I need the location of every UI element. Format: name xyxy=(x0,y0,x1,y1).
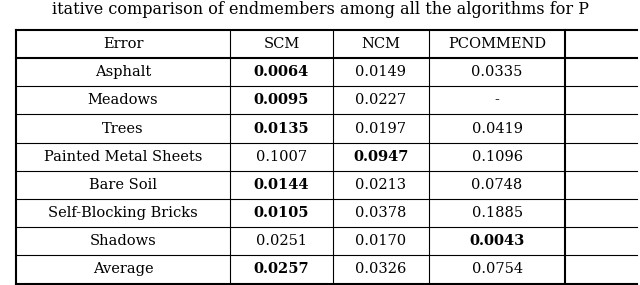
Text: PCOMMEND: PCOMMEND xyxy=(448,37,546,51)
Text: NCM: NCM xyxy=(361,37,400,51)
Text: 0.0144: 0.0144 xyxy=(253,178,309,192)
Text: 0.0043: 0.0043 xyxy=(470,234,525,248)
Text: 0.1096: 0.1096 xyxy=(472,150,523,164)
Text: 0.0748: 0.0748 xyxy=(472,178,523,192)
Text: 0.0335: 0.0335 xyxy=(472,65,523,79)
Text: 0.0149: 0.0149 xyxy=(355,65,406,79)
Text: Average: Average xyxy=(93,262,154,276)
Text: 0.0227: 0.0227 xyxy=(355,93,406,107)
Text: 0.1007: 0.1007 xyxy=(256,150,307,164)
Text: 0.0105: 0.0105 xyxy=(253,206,309,220)
Text: -: - xyxy=(495,93,500,107)
Text: itative comparison of endmembers among all the algorithms for P: itative comparison of endmembers among a… xyxy=(51,1,589,19)
Text: SCM: SCM xyxy=(263,37,300,51)
Text: 0.0213: 0.0213 xyxy=(355,178,406,192)
Text: Asphalt: Asphalt xyxy=(95,65,151,79)
Text: 0.0095: 0.0095 xyxy=(253,93,309,107)
Text: Error: Error xyxy=(103,37,143,51)
Text: 0.0754: 0.0754 xyxy=(472,262,523,276)
Text: 0.0378: 0.0378 xyxy=(355,206,406,220)
Text: Trees: Trees xyxy=(102,122,144,136)
Text: 0.0135: 0.0135 xyxy=(253,122,309,136)
Text: 0.0197: 0.0197 xyxy=(355,122,406,136)
Text: 0.0170: 0.0170 xyxy=(355,234,406,248)
Text: 0.0326: 0.0326 xyxy=(355,262,406,276)
Text: 0.0257: 0.0257 xyxy=(253,262,309,276)
Text: 0.0947: 0.0947 xyxy=(353,150,408,164)
Text: 0.0419: 0.0419 xyxy=(472,122,523,136)
Text: 0.1885: 0.1885 xyxy=(472,206,523,220)
Text: Bare Soil: Bare Soil xyxy=(89,178,157,192)
Text: Painted Metal Sheets: Painted Metal Sheets xyxy=(44,150,202,164)
Text: Meadows: Meadows xyxy=(88,93,159,107)
Text: Self-Blocking Bricks: Self-Blocking Bricks xyxy=(48,206,198,220)
Text: Shadows: Shadows xyxy=(90,234,156,248)
Text: 0.0064: 0.0064 xyxy=(254,65,309,79)
Text: 0.0251: 0.0251 xyxy=(256,234,307,248)
